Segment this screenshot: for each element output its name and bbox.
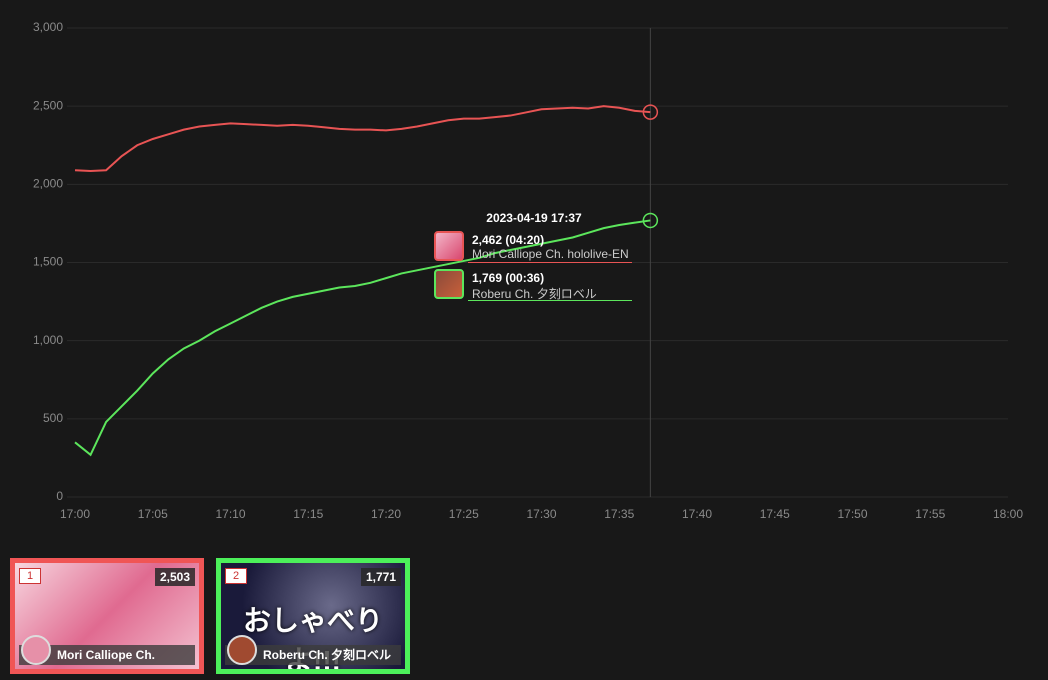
channel-name: Mori Calliope Ch.: [19, 645, 195, 665]
rank: 2: [225, 568, 247, 584]
y-tick-label: 1,000: [33, 333, 63, 347]
hover-marker: [642, 104, 659, 120]
tooltip-value: 1,769: [472, 271, 503, 285]
underline: [468, 262, 632, 263]
series-line: [74, 219, 651, 457]
avatar: [434, 269, 464, 299]
x-tick-label: 17:35: [604, 507, 634, 521]
tooltip-title: 2023-04-19 17:37: [486, 211, 582, 225]
x-tick-label: 17:00: [60, 507, 90, 521]
tooltip-entry: 1,769 (00:36) Roberu Ch. 夕刻ロベル: [434, 269, 634, 303]
avatar: [21, 635, 51, 665]
y-tick-label: 2,500: [33, 98, 63, 112]
series-line: [74, 105, 651, 173]
tooltip: 2023-04-19 17:37 2,462 (04:20) Mori Call…: [434, 211, 634, 307]
avatar: [434, 231, 464, 261]
y-tick-label: 1,500: [33, 255, 63, 269]
viewer-count: 2,503: [154, 568, 195, 586]
tooltip-entry: 2,462 (04:20) Mori Calliope Ch. hololive…: [434, 231, 634, 265]
stream-card[interactable]: 2 1,771 おしゃべりよ!!! Roberu Ch. 夕刻ロベル: [216, 558, 410, 674]
chart: 0 500 1,000 1,500 2,000 2,500 3,000 17:00 17:05 1…: [33, 20, 1023, 521]
x-tick-label: 18:00: [993, 507, 1023, 521]
x-tick-label: 17:50: [837, 507, 867, 521]
x-tick-label: 17:20: [371, 507, 401, 521]
y-tick-label: 0: [56, 489, 63, 503]
x-tick-label: 17:25: [449, 507, 479, 521]
x-tick-label: 17:40: [682, 507, 712, 521]
hover-marker: [642, 212, 659, 229]
stream-card[interactable]: 1 2,503 Mori Calliope Ch.: [10, 558, 204, 674]
channel-name: Roberu Ch. 夕刻ロベル: [225, 645, 401, 665]
rank: 1: [19, 568, 41, 584]
tooltip-duration: (04:20): [505, 233, 545, 247]
y-tick-label: 500: [43, 411, 63, 425]
tooltip-duration: (00:36): [505, 271, 545, 285]
x-tick-label: 17:05: [138, 507, 168, 521]
avatar: [227, 635, 257, 665]
tooltip-name: Mori Calliope Ch. hololive-EN: [472, 247, 629, 261]
underline: [468, 300, 632, 301]
y-tick-label: 3,000: [33, 20, 63, 34]
viewer-count: 1,771: [360, 568, 401, 586]
x-tick-label: 17:15: [293, 507, 323, 521]
tooltip-value: 2,462: [472, 233, 503, 247]
x-tick-label: 17:30: [526, 507, 556, 521]
x-tick-label: 17:55: [915, 507, 945, 521]
tooltip-name: Roberu Ch. 夕刻ロベル: [472, 287, 597, 301]
x-tick-label: 17:45: [760, 507, 790, 521]
y-tick-label: 2,000: [33, 177, 63, 191]
x-tick-label: 17:10: [215, 507, 245, 521]
